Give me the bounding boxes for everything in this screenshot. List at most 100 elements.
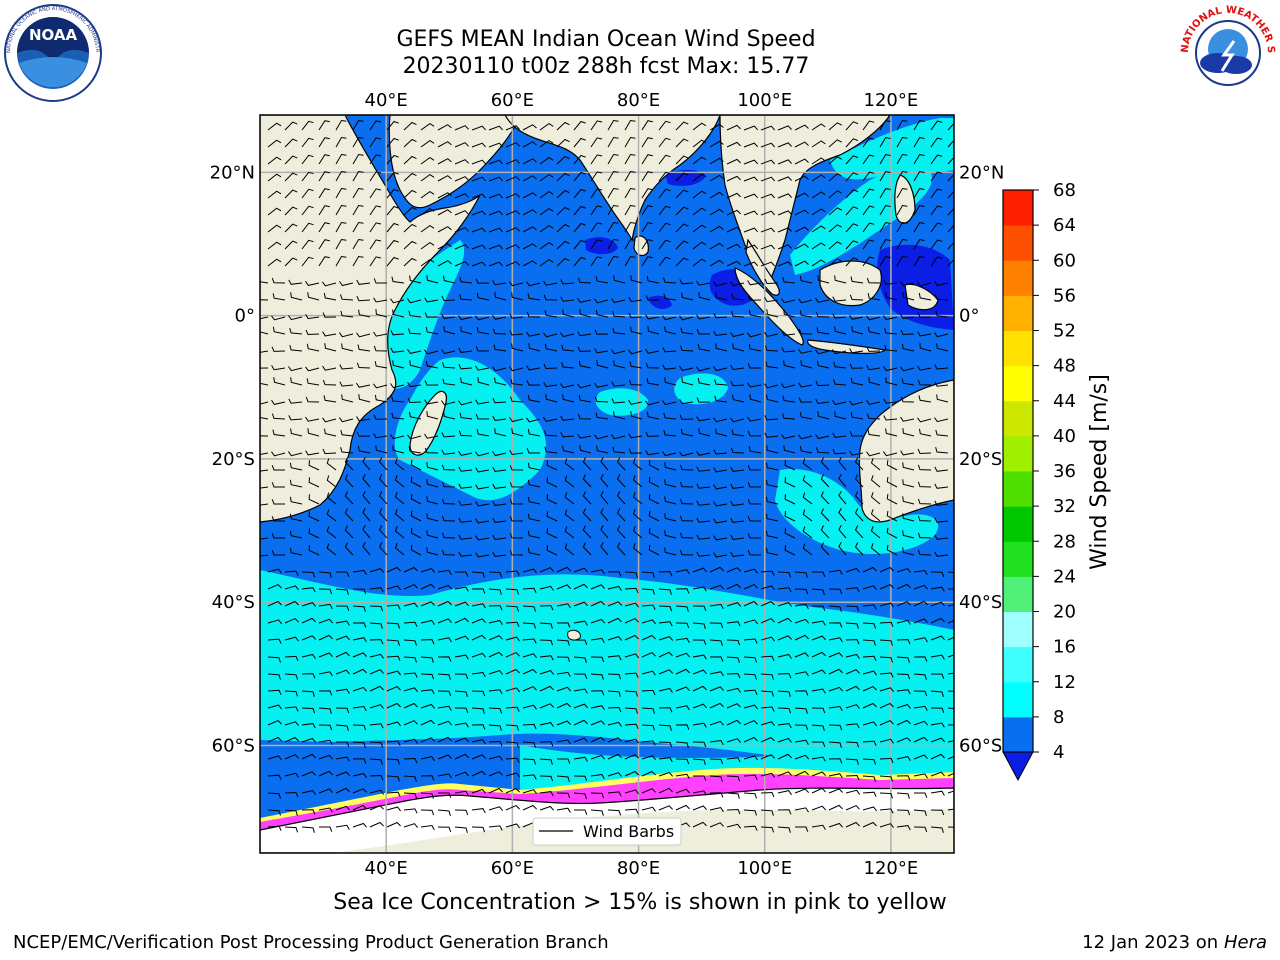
wind-barb — [335, 771, 351, 777]
wind-barb — [661, 451, 677, 457]
wind-barb — [630, 326, 643, 335]
wind-barb — [406, 298, 422, 304]
wind-barb — [896, 170, 908, 182]
wind-barb — [726, 141, 741, 148]
wind-barb — [815, 380, 830, 387]
wind-barb — [289, 513, 303, 522]
wind-barb — [420, 719, 435, 726]
wind-barb — [369, 805, 384, 811]
wind-barb — [838, 490, 847, 505]
wind-barb — [590, 720, 605, 726]
wind-barb — [410, 459, 422, 471]
wind-barb — [917, 464, 932, 471]
wind-barb — [267, 207, 282, 216]
wind-barb — [287, 315, 303, 321]
wind-barb — [917, 515, 932, 522]
wind-barb — [403, 639, 417, 646]
wind-barb — [645, 314, 660, 320]
wind-barb — [271, 399, 286, 405]
wind-barb — [658, 741, 673, 748]
wind-barb — [596, 360, 609, 369]
colorbar-bin — [1003, 716, 1033, 753]
wind-barb — [594, 329, 609, 335]
wind-barb — [675, 773, 690, 779]
wind-barb — [582, 491, 592, 505]
wind-barb — [539, 703, 555, 709]
wind-barb — [578, 395, 592, 403]
wind-barb — [505, 142, 520, 148]
wind-barb — [675, 588, 690, 594]
wind-barb — [326, 492, 337, 505]
wind-barb — [879, 639, 893, 646]
wind-barb — [612, 311, 626, 318]
wind-barb — [573, 756, 588, 762]
wind-barb — [930, 188, 943, 199]
wind-barb — [760, 142, 775, 148]
wind-barb — [556, 121, 570, 131]
wind-barb — [379, 542, 388, 556]
madagascar-east-patch — [394, 357, 547, 501]
wind-barb — [879, 702, 894, 709]
wind-barb — [288, 398, 303, 404]
wind-barb — [900, 281, 915, 286]
wind-barb — [271, 277, 286, 284]
wind-barb — [594, 298, 609, 304]
wind-barb — [766, 479, 779, 488]
wind-barb — [379, 525, 388, 539]
lat-tick-label-right: 0° — [959, 306, 979, 327]
wind-barb — [577, 297, 592, 303]
wind-barb — [362, 507, 371, 522]
wind-barb — [271, 482, 285, 488]
wind-barb — [454, 159, 469, 165]
wind-barb — [386, 686, 401, 692]
wind-barb — [318, 634, 333, 641]
wind-barb — [458, 466, 473, 472]
wind-barb — [832, 296, 847, 302]
wind-barb — [628, 312, 643, 319]
wind-barb — [641, 256, 653, 267]
wind-barb — [845, 240, 859, 250]
wind-barb — [731, 429, 745, 437]
wind-barb — [556, 775, 570, 782]
wind-barb — [454, 176, 469, 182]
wind-barb — [573, 719, 588, 726]
wind-barb — [505, 724, 519, 731]
wind-barb — [458, 364, 473, 370]
wind-barb — [318, 239, 330, 250]
wind-barb — [794, 724, 809, 731]
wind-barb — [505, 757, 520, 763]
wind-barb — [386, 821, 401, 828]
wind-barb — [743, 755, 758, 761]
wind-barb — [648, 493, 660, 505]
wind-barb — [930, 826, 944, 833]
wind-barb — [426, 462, 439, 471]
wind-barb — [862, 721, 877, 727]
wind-barb — [488, 651, 503, 658]
wind-barb — [760, 754, 775, 760]
wind-barb — [780, 383, 796, 389]
wind-barb — [930, 120, 943, 131]
wind-barb — [610, 349, 626, 355]
colorbar-tick-label: 8 — [1053, 707, 1064, 728]
wind-barb — [896, 204, 908, 216]
wind-barb — [743, 210, 759, 216]
wind-barb — [917, 281, 932, 287]
wind-barb — [680, 428, 694, 437]
wind-barb — [546, 545, 558, 556]
wind-barb — [267, 774, 282, 780]
wind-barb — [492, 500, 507, 506]
wind-barb — [522, 704, 537, 710]
wind-barb — [267, 241, 282, 250]
wind-barb — [595, 309, 609, 318]
wind-barb — [811, 140, 826, 148]
wind-barb — [713, 366, 728, 372]
wind-barb — [709, 720, 724, 726]
wind-barb — [318, 754, 333, 760]
wind-barb — [271, 516, 285, 522]
wind-barb — [696, 329, 710, 335]
wind-barb — [896, 689, 911, 695]
arabian-peninsula — [388, 115, 521, 209]
wind-barb — [747, 550, 762, 556]
wind-barb — [743, 689, 758, 696]
wind-barb — [336, 741, 350, 747]
